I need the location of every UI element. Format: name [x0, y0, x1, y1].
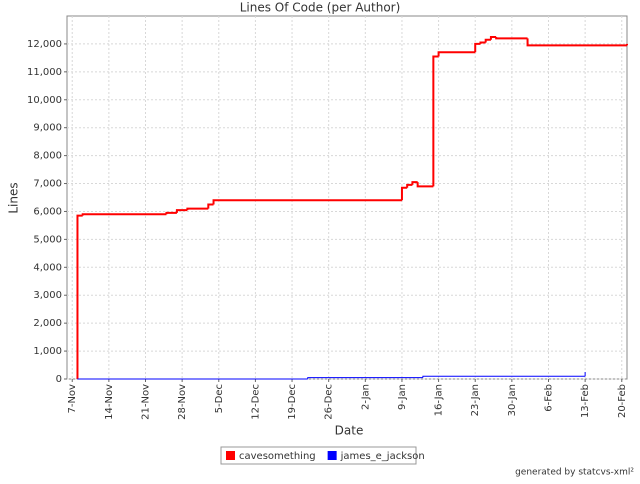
x-tick-label: 6-Feb	[543, 384, 554, 412]
y-tick-label: 0	[56, 374, 62, 385]
y-axis-label: Lines	[7, 182, 21, 213]
line-step	[207, 203, 214, 209]
line-step	[212, 199, 402, 205]
x-tick-label: 20-Feb	[617, 384, 628, 418]
y-tick-label: 6,000	[33, 206, 62, 217]
line-step	[416, 182, 434, 188]
line-step	[489, 35, 497, 40]
line-step	[307, 377, 423, 379]
line-step	[432, 55, 439, 187]
line-step	[474, 42, 481, 53]
y-tick-label: 11,000	[27, 67, 62, 78]
x-tick-label: 19-Dec	[287, 384, 298, 420]
line-step	[186, 207, 209, 211]
x-tick-label: 7-Nov	[67, 384, 78, 414]
legend-label: james_e_jackson	[340, 451, 425, 462]
line-step	[484, 38, 491, 43]
line-step	[165, 211, 177, 215]
x-axis-label: Date	[335, 424, 364, 438]
line-step	[479, 41, 486, 44]
line-step	[411, 181, 418, 185]
line-step	[437, 51, 476, 57]
x-tick-label: 28-Nov	[177, 384, 188, 420]
y-tick-label: 4,000	[33, 262, 62, 273]
x-tick-label: 26-Dec	[324, 384, 335, 420]
x-tick-label: 5-Dec	[214, 384, 225, 413]
y-tick-label: 8,000	[33, 151, 62, 162]
legend-swatch	[226, 451, 235, 460]
legend-label: cavesomething	[239, 451, 316, 462]
plot-area	[66, 15, 628, 380]
legend	[220, 446, 417, 465]
x-tick-label: 2-Jan	[360, 384, 371, 410]
line-step	[400, 186, 408, 201]
x-tick-label: 9-Jan	[397, 384, 408, 410]
x-tick-label: 23-Jan	[470, 384, 481, 416]
line-step	[495, 36, 528, 40]
y-tick-label: 10,000	[27, 95, 62, 106]
footer: generated by statcvs-xml²	[515, 468, 634, 478]
y-tick-label: 3,000	[33, 290, 62, 301]
line-step	[175, 209, 188, 213]
line-step	[76, 214, 83, 379]
x-tick-label: 14-Nov	[104, 384, 115, 420]
y-tick-label: 1,000	[33, 346, 62, 357]
line-step	[526, 38, 627, 47]
x-tick-label: 30-Jan	[507, 384, 518, 416]
line-step	[406, 183, 413, 188]
y-tick-label: 12,000	[27, 39, 62, 50]
y-tick-label: 5,000	[33, 234, 62, 245]
y-tick-label: 9,000	[33, 123, 62, 134]
x-tick-label: 16-Jan	[434, 384, 445, 416]
x-tick-label: 13-Feb	[580, 384, 591, 418]
chart-title: Lines Of Code (per Author)	[240, 1, 401, 15]
line-step	[422, 375, 586, 378]
x-tick-label: 21-Nov	[141, 384, 152, 420]
line-step	[81, 213, 167, 216]
y-tick-label: 7,000	[33, 179, 62, 190]
x-tick-label: 12-Dec	[250, 384, 261, 420]
y-tick-label: 2,000	[33, 318, 62, 329]
legend-swatch	[327, 451, 337, 460]
